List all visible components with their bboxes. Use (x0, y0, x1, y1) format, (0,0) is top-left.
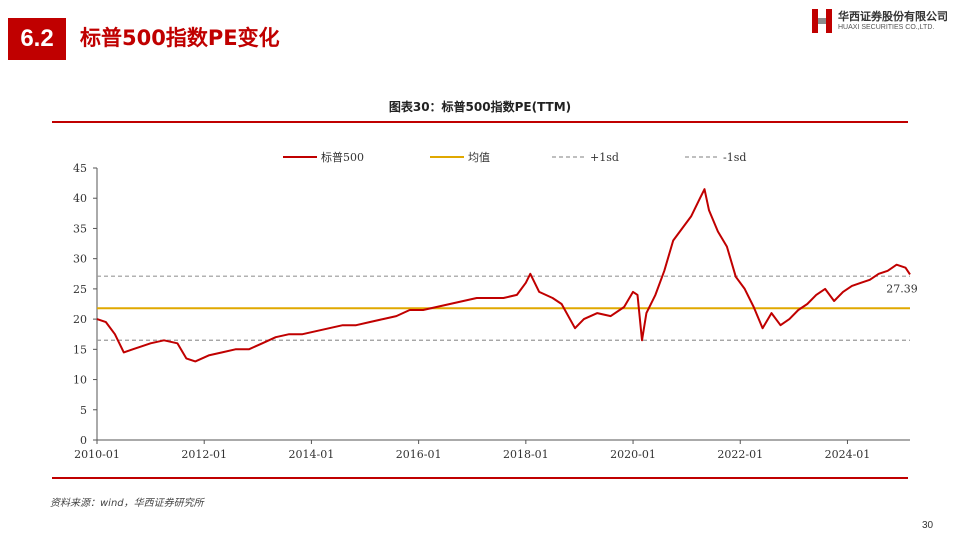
pe-series-line (96, 188, 911, 363)
data-labels: 27.39 (886, 282, 918, 295)
x-tick-label: 2018-01 (503, 448, 549, 461)
x-tick-label: 2010-01 (74, 448, 120, 461)
logo-chinese-name: 华西证券股份有限公司 (838, 10, 948, 23)
y-tick-label: 15 (73, 343, 87, 356)
reference-lines (97, 275, 910, 341)
legend-label: 均值 (468, 151, 490, 164)
y-tick-label: 45 (73, 162, 87, 175)
chart-axes: 0 5 10 15 20 25 30 35 40 45 2010-01 2012-01 2014-01 2… (73, 162, 910, 461)
y-tick-label: 0 (80, 434, 87, 447)
legend-label: +1sd (590, 151, 619, 164)
y-tick-label: 40 (73, 192, 87, 205)
x-tick-label: 2020-01 (610, 448, 656, 461)
chart-title: 图表30：标普500指数PE(TTM) (388, 100, 572, 114)
company-logo: 华西证券股份有限公司 HUAXI SECURITIES CO.,LTD. (812, 7, 954, 37)
y-tick-label: 30 (73, 253, 87, 266)
source-note: 资料来源：wind，华西证券研究所 (50, 498, 204, 509)
huaxi-logo-icon (812, 9, 832, 33)
y-tick-label: 35 (73, 222, 87, 235)
chart-legend: 标普500 均值 +1sd -1sd (283, 150, 746, 164)
y-tick-label: 10 (73, 374, 87, 387)
x-tick-label: 2012-01 (181, 448, 227, 461)
last-value-label: 27.39 (886, 282, 918, 295)
legend-label: -1sd (723, 151, 746, 164)
page-number: 30 (922, 520, 934, 531)
x-tick-label: 2022-01 (717, 448, 763, 461)
x-tick-label: 2016-01 (396, 448, 442, 461)
logo-english-name: HUAXI SECURITIES CO.,LTD. (838, 24, 935, 31)
x-tick-label: 2014-01 (289, 448, 335, 461)
chart-top-rule (52, 121, 908, 123)
section-number-badge: 6.2 (8, 18, 66, 60)
pe-series (96, 188, 911, 363)
page-title: 标普500指数PE变化 (80, 26, 280, 50)
y-tick-label: 20 (73, 313, 87, 326)
chart-bottom-rule (52, 477, 908, 479)
y-tick-label: 25 (73, 283, 87, 296)
y-tick-label: 5 (80, 404, 87, 417)
x-tick-label: 2024-01 (825, 448, 871, 461)
legend-label: 标普500 (321, 150, 364, 164)
